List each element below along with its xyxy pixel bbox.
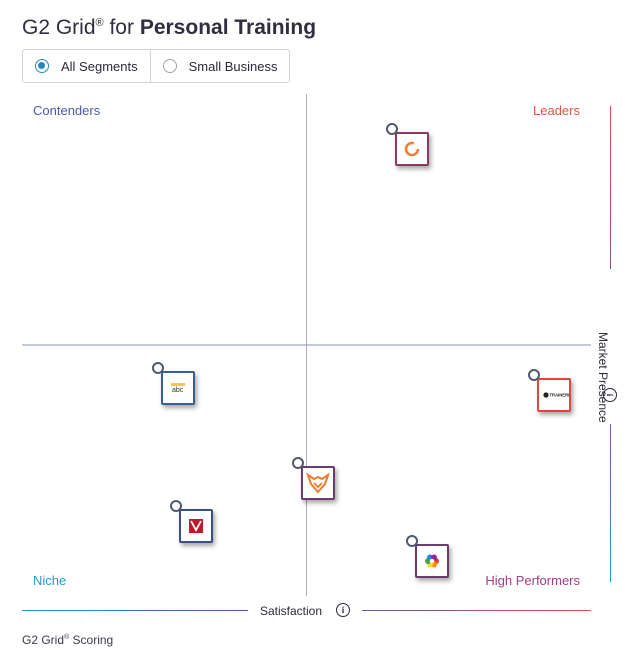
point-marker-icon [385, 123, 398, 136]
product-point-fox[interactable] [291, 457, 335, 501]
satisfaction-axis-line-right [362, 610, 591, 611]
radio-selected-icon[interactable] [35, 59, 49, 73]
segment-small-business-label: Small Business [188, 58, 278, 74]
grid-background [22, 94, 591, 596]
market-presence-axis-line-top [610, 106, 611, 269]
page-title: G2 Grid® for Personal Training [22, 16, 317, 39]
segment-all[interactable]: All Segments [23, 50, 150, 82]
quadrant-label-high-performers: High Performers [485, 573, 580, 588]
quadrant-label-niche: Niche [33, 573, 67, 588]
radio-unselected-icon[interactable] [162, 59, 177, 73]
product-point-red-v[interactable] [169, 499, 213, 543]
quadrant-label-contenders: Contenders [33, 103, 101, 118]
segment-all-label: All Segments [61, 58, 138, 74]
g2-grid: Contenders Leaders Niche High Performers… [22, 94, 591, 596]
g2-grid-scoring-link[interactable]: G2 Grid® Scoring [22, 633, 114, 647]
point-marker-icon [528, 369, 540, 382]
point-marker-icon [291, 457, 304, 470]
segment-small-business[interactable]: Small Business [149, 50, 290, 82]
point-marker-icon [405, 534, 418, 547]
satisfaction-axis-line-left [22, 610, 248, 611]
product-point-trainerize[interactable]: TRAINERIZE [528, 369, 571, 413]
market-presence-label: Market Presence [596, 332, 610, 423]
satisfaction-label: Satisfaction [260, 604, 323, 618]
product-point-flower[interactable] [405, 534, 449, 578]
point-marker-icon [169, 499, 182, 512]
market-presence-axis [600, 94, 622, 596]
point-marker-icon [152, 361, 165, 374]
market-presence-info-icon[interactable]: i [603, 388, 617, 402]
product-point-abc[interactable]: abc [152, 361, 196, 405]
quadrant-label-leaders: Leaders [533, 103, 580, 118]
segment-toggle: All Segments Small Business [22, 49, 291, 83]
svg-text:abc: abc [172, 387, 184, 394]
satisfaction-axis [22, 610, 591, 612]
satisfaction-info-icon[interactable]: i [336, 603, 350, 617]
product-point-orange-ring[interactable] [385, 123, 429, 167]
svg-text:TRAINERIZE: TRAINERIZE [550, 393, 570, 398]
market-presence-axis-line-bottom [610, 424, 611, 582]
